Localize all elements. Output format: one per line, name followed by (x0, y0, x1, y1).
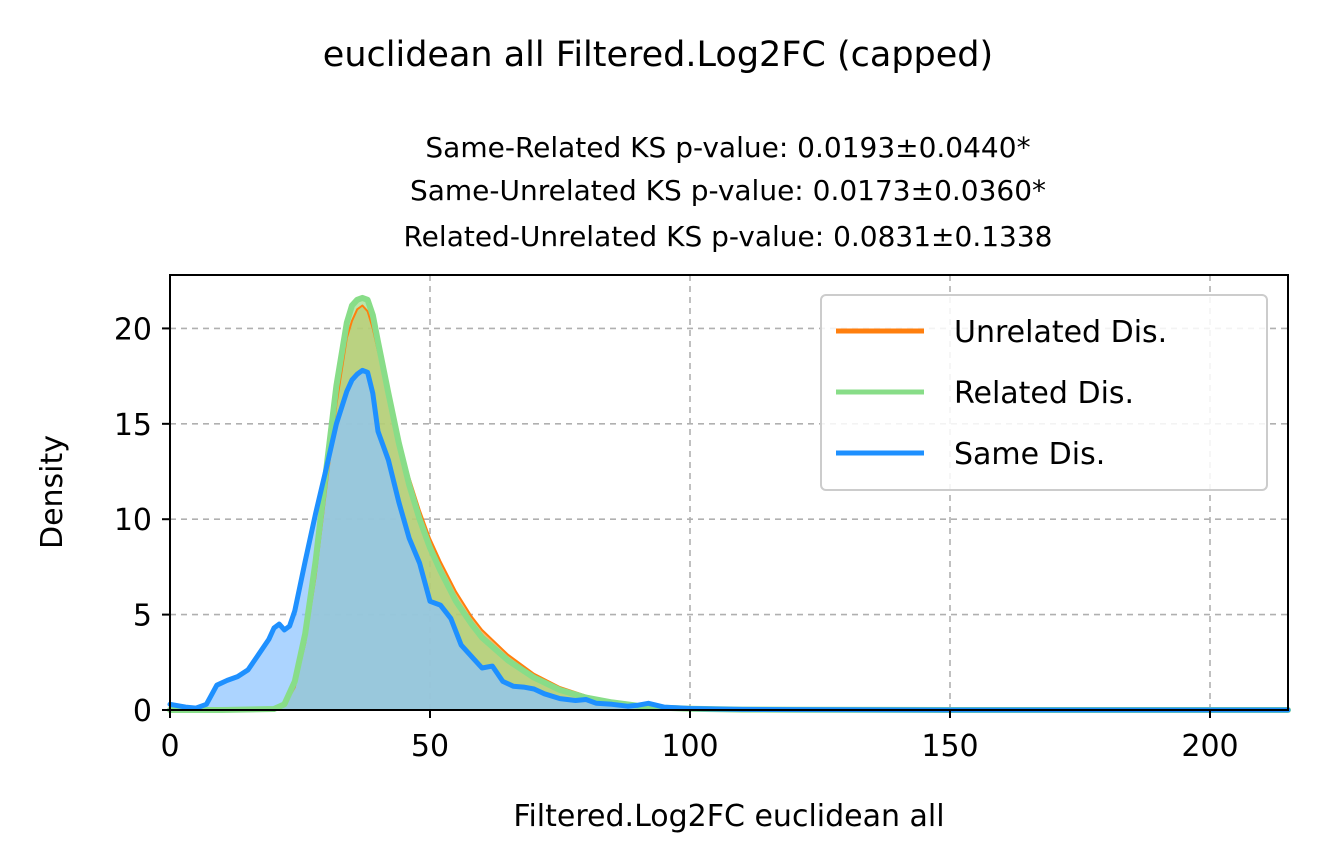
plot-frame (169, 274, 1289, 711)
x-tick-label: 0 (160, 729, 179, 764)
y-tick-label: 20 (114, 312, 152, 347)
x-axis-ticks: 0 50 100 150 200 (160, 710, 1239, 764)
x-tick-label: 150 (921, 729, 978, 764)
title-line-2: Same-Unrelated KS p-value: 0.0173±0.0360… (410, 174, 1046, 207)
legend-label-same: Same Dis. (954, 437, 1105, 472)
y-tick-label: 5 (133, 599, 152, 634)
y-tick-label: 10 (114, 503, 152, 538)
density-areas (170, 297, 1288, 710)
suptitle: euclidean all Filtered.Log2FC (capped) (323, 35, 993, 75)
legend: Unrelated Dis. Related Dis. Same Dis. (820, 294, 1268, 491)
y-axis-label: Density (35, 435, 70, 549)
density-area-related (170, 297, 1288, 710)
x-tick-label: 100 (661, 729, 718, 764)
y-tick-label: 0 (133, 694, 152, 729)
y-axis-ticks: 0 5 10 15 20 (114, 312, 170, 729)
y-tick-label: 15 (114, 408, 152, 443)
x-tick-label: 200 (1181, 729, 1238, 764)
title-line-1: Same-Related KS p-value: 0.0193±0.0440* (425, 131, 1030, 164)
density-area-same (170, 370, 1288, 710)
x-tick-label: 50 (411, 729, 449, 764)
title-line-3: Related-Unrelated KS p-value: 0.0831±0.1… (403, 220, 1052, 253)
legend-box (820, 294, 1268, 491)
density-lines (167, 294, 1291, 713)
legend-label-unrelated: Unrelated Dis. (954, 315, 1167, 350)
x-axis-label: Filtered.Log2FC euclidean all (513, 799, 944, 834)
density-line-same (167, 367, 1291, 713)
legend-label-related: Related Dis. (954, 376, 1134, 411)
